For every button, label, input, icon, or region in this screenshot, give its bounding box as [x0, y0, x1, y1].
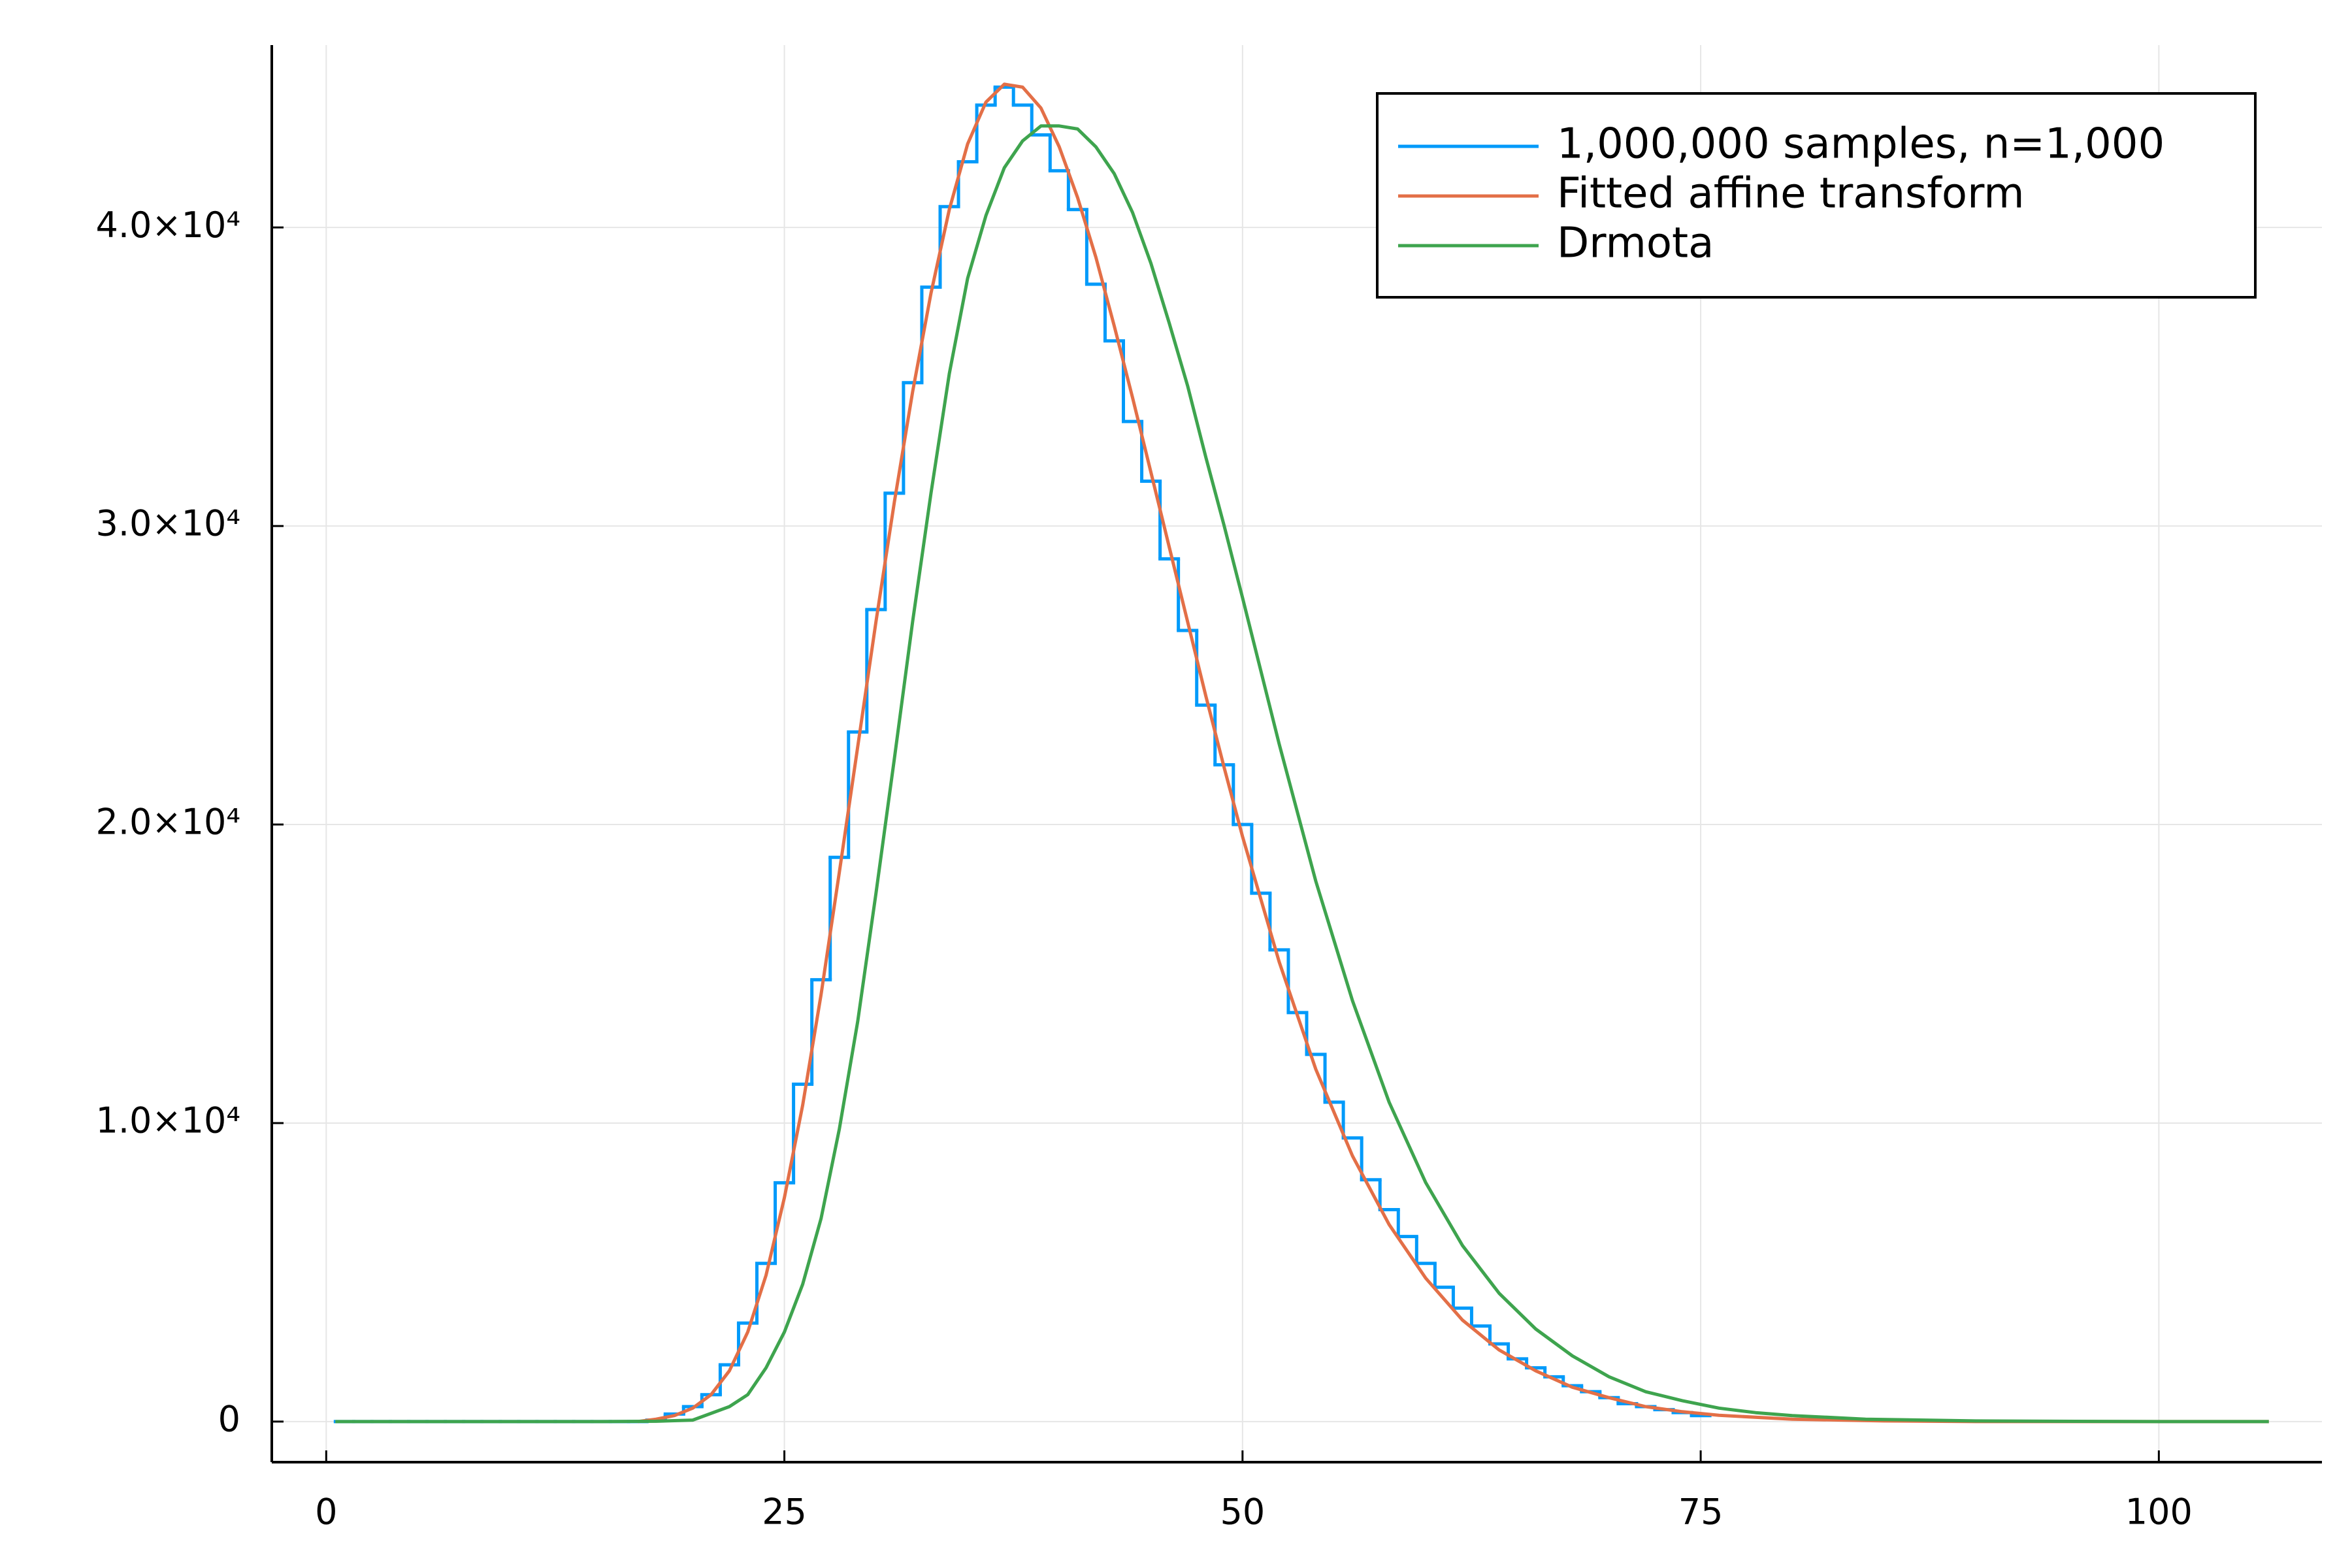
y-tick-label: 1.0×10⁴ [96, 1100, 240, 1141]
y-tick-label: 0 [218, 1398, 240, 1439]
y-tick-label: 2.0×10⁴ [96, 802, 240, 843]
line [637, 82, 2269, 1424]
x-tick-label: 100 [2125, 1492, 2193, 1533]
x-tick-label: 0 [315, 1492, 337, 1533]
y-tick-label: 3.0×10⁴ [96, 503, 240, 544]
x-tick-label: 50 [1220, 1492, 1265, 1533]
line [335, 124, 2269, 1424]
legend-label: 1,000,000 samples, n=1,000 [1557, 120, 2164, 169]
x-tick-label: 25 [762, 1492, 807, 1533]
legend-label: Drmota [1557, 220, 1714, 268]
legend-label: Fitted affine transform [1557, 170, 2025, 218]
y-tick-label: 4.0×10⁴ [96, 204, 240, 246]
x-tick-label: 75 [1678, 1492, 1723, 1533]
